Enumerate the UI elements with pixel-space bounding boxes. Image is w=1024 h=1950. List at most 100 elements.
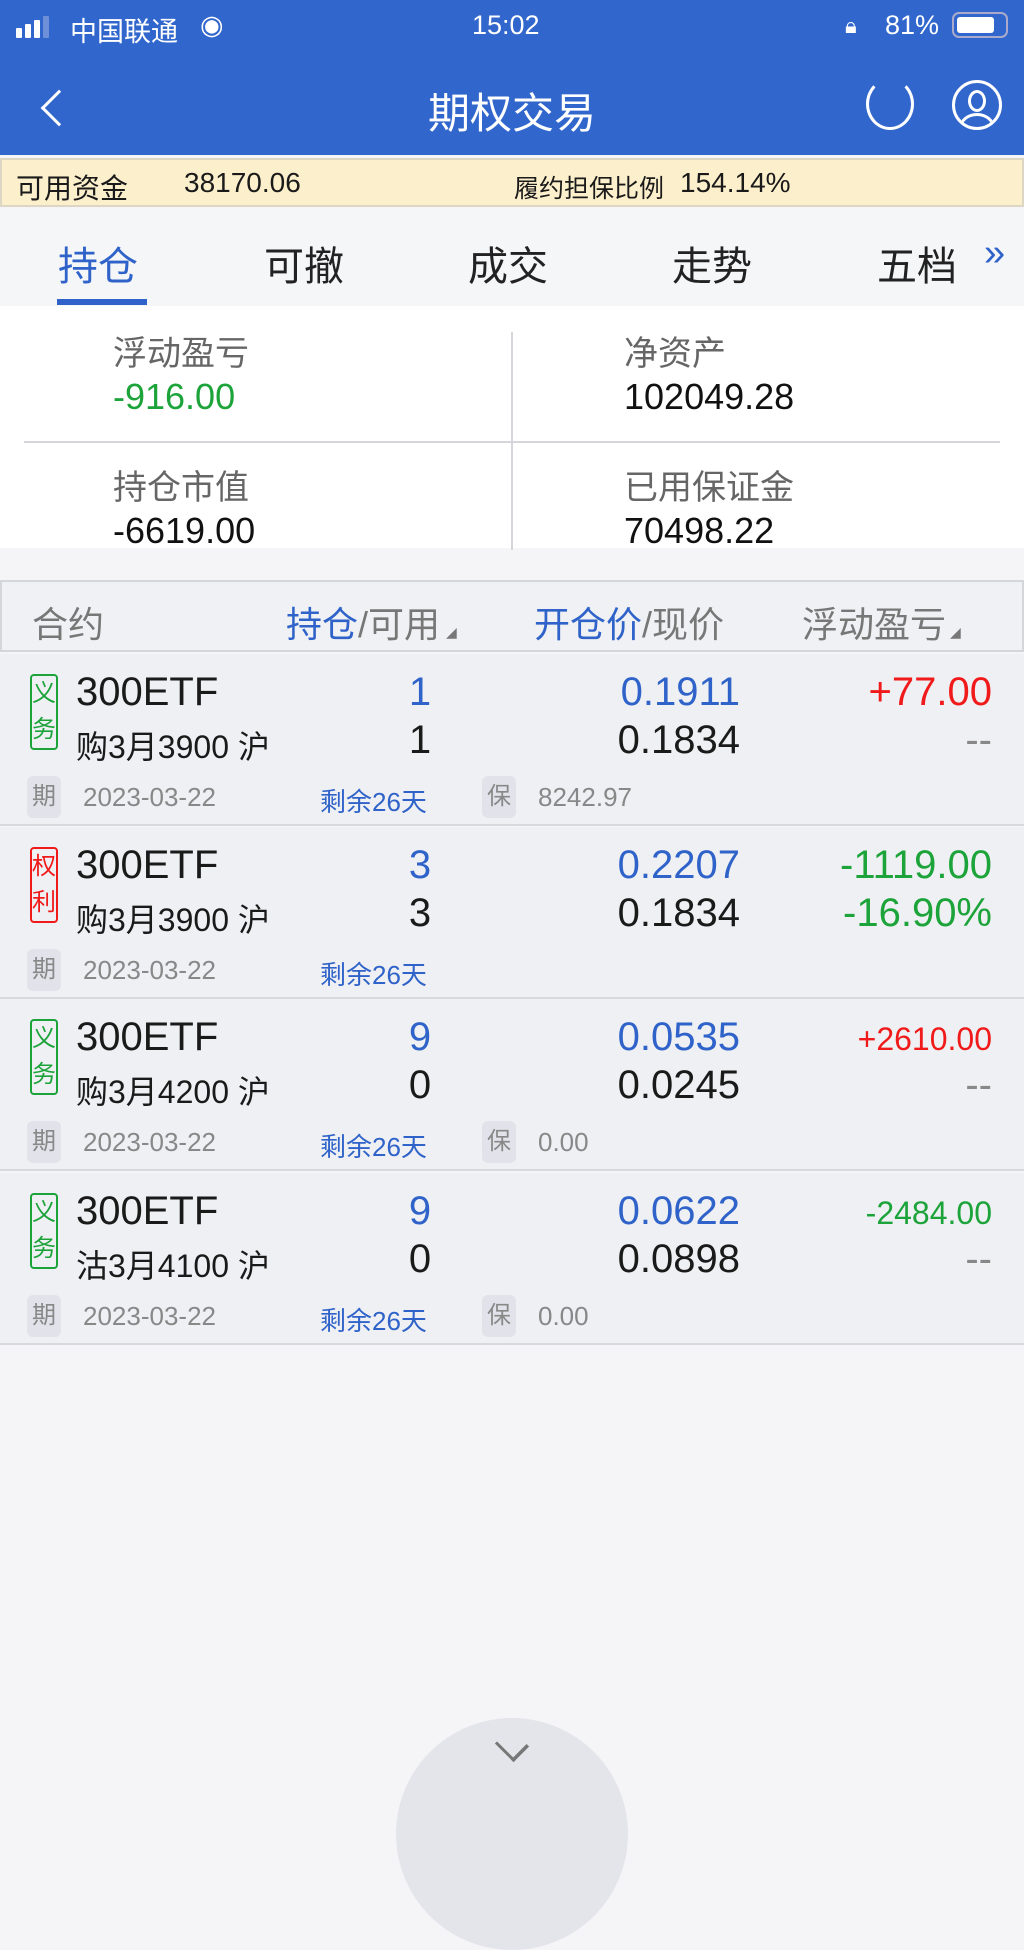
collapse-handle[interactable] bbox=[396, 1718, 628, 1950]
float-pl-secondary: -- bbox=[965, 1237, 992, 1281]
page-title: 期权交易 bbox=[427, 90, 596, 137]
tab-depth[interactable]: 五档 bbox=[877, 245, 957, 289]
table-header: 合约 持仓/可用 ◢ 开仓价/现价 浮动盈亏 ◢ bbox=[0, 580, 1024, 652]
current-price: 0.1834 bbox=[617, 891, 740, 935]
days-remaining: 剩余26天 bbox=[320, 960, 427, 990]
more-tabs-icon[interactable]: » bbox=[984, 232, 1006, 274]
market-value-label: 持仓市值 bbox=[113, 469, 249, 507]
current-price: 0.0245 bbox=[617, 1063, 740, 1107]
expiry-tag: 期 bbox=[27, 1121, 61, 1163]
float-pl-label: 浮动盈亏 bbox=[113, 335, 249, 373]
tab-trades[interactable]: 成交 bbox=[468, 245, 548, 289]
position-qty: 9 bbox=[408, 1189, 432, 1233]
margin-tag: 保 bbox=[482, 776, 516, 818]
wifi-icon: ◉ bbox=[200, 10, 224, 40]
margin-used-value: 70498.22 bbox=[624, 510, 775, 551]
contract-detail: 购3月4200 沪 bbox=[76, 1074, 270, 1110]
funds-bar: 可用资金 38170.06 履约担保比例 154.14% bbox=[0, 158, 1024, 207]
obligation-badge: 义务 bbox=[30, 1193, 58, 1269]
contract-name: 300ETF bbox=[76, 1015, 219, 1059]
contract-detail: 购3月3900 沪 bbox=[76, 902, 270, 938]
current-price: 0.1834 bbox=[617, 718, 740, 762]
position-qty: 9 bbox=[408, 1015, 432, 1059]
expiry-date: 2023-03-22 bbox=[83, 1301, 216, 1331]
col-float-pl: 浮动盈亏 bbox=[802, 604, 947, 645]
table-row[interactable]: 义务 300ETF 沽3月4100 沪 9 0 0.0622 0.0898 -2… bbox=[0, 1173, 1024, 1345]
available-qty: 0 bbox=[408, 1063, 432, 1107]
days-remaining: 剩余26天 bbox=[320, 1306, 427, 1336]
market-value-value: -6619.00 bbox=[113, 510, 256, 551]
expiry-tag: 期 bbox=[27, 776, 61, 818]
open-price: 0.1911 bbox=[620, 670, 740, 714]
battery-icon bbox=[952, 12, 1008, 38]
account-summary: 浮动盈亏 -916.00 净资产 102049.28 持仓市值 -6619.00… bbox=[0, 306, 1024, 551]
current-price: 0.0898 bbox=[617, 1237, 740, 1281]
tab-trend[interactable]: 走势 bbox=[672, 245, 752, 289]
battery-percent: 81% bbox=[885, 10, 940, 40]
col-open-price: 开仓价 bbox=[534, 604, 643, 645]
float-pl-secondary: -- bbox=[965, 718, 992, 762]
contract-name: 300ETF bbox=[76, 670, 219, 714]
tab-positions[interactable]: 持仓 bbox=[58, 245, 138, 289]
margin-tag: 保 bbox=[482, 1121, 516, 1163]
col-position-sort[interactable]: 持仓/可用 ◢ bbox=[286, 596, 457, 648]
tab-bar: 持仓 可撤 成交 走势 五档 » bbox=[0, 208, 1024, 306]
margin-value: 8242.97 bbox=[538, 782, 632, 812]
sort-icon: ◢ bbox=[950, 624, 961, 640]
float-pl-secondary: -16.90% bbox=[843, 891, 992, 935]
available-funds-label: 可用资金 bbox=[16, 173, 129, 204]
float-pl-value: -916.00 bbox=[113, 376, 236, 417]
float-pl-secondary: -- bbox=[965, 1063, 992, 1107]
signal-icon bbox=[16, 16, 56, 38]
net-assets-value: 102049.28 bbox=[624, 376, 795, 417]
tab-cancelable[interactable]: 可撤 bbox=[264, 245, 344, 289]
top-bar: 中国联通 ◉ 15:02 🔒︎ 81% 期权交易 bbox=[0, 0, 1024, 155]
days-remaining: 剩余26天 bbox=[320, 1132, 427, 1162]
available-funds-value: 38170.06 bbox=[184, 167, 301, 198]
carrier: 中国联通 bbox=[70, 17, 178, 47]
margin-value: 0.00 bbox=[538, 1301, 589, 1331]
net-assets-label: 净资产 bbox=[624, 335, 726, 373]
col-price: 开仓价/现价 bbox=[534, 596, 724, 648]
contract-name: 300ETF bbox=[76, 1189, 219, 1233]
expiry-date: 2023-03-22 bbox=[83, 782, 216, 812]
available-qty: 0 bbox=[408, 1237, 432, 1281]
contract-detail: 沽3月4100 沪 bbox=[76, 1248, 270, 1284]
contract-detail: 购3月3900 沪 bbox=[76, 729, 270, 765]
expiry-date: 2023-03-22 bbox=[83, 1127, 216, 1157]
refresh-button[interactable] bbox=[866, 78, 914, 130]
position-qty: 3 bbox=[408, 843, 432, 887]
available-qty: 1 bbox=[408, 718, 432, 762]
ratio-label: 履约担保比例 bbox=[514, 175, 665, 203]
margin-value: 0.00 bbox=[538, 1127, 589, 1157]
table-row[interactable]: 义务 300ETF 购3月4200 沪 9 0 0.0535 0.0245 +2… bbox=[0, 999, 1024, 1171]
rotation-lock-icon: 🔒︎ bbox=[845, 13, 857, 38]
expiry-tag: 期 bbox=[27, 1295, 61, 1337]
float-pl: -1119.00 bbox=[840, 843, 992, 887]
user-icon bbox=[968, 90, 986, 112]
available-qty: 3 bbox=[408, 891, 432, 935]
open-price: 0.0535 bbox=[617, 1015, 740, 1059]
margin-tag: 保 bbox=[482, 1295, 516, 1337]
table-row[interactable]: 权利 300ETF 购3月3900 沪 3 3 0.2207 0.1834 -1… bbox=[0, 827, 1024, 999]
float-pl: +77.00 bbox=[868, 670, 992, 714]
col-position: 持仓 bbox=[286, 604, 359, 645]
expiry-date: 2023-03-22 bbox=[83, 955, 216, 985]
col-float-pl-sort[interactable]: 浮动盈亏 ◢ bbox=[802, 596, 961, 648]
open-price: 0.2207 bbox=[617, 843, 740, 887]
status-time: 15:02 bbox=[472, 10, 540, 40]
chevron-down-icon bbox=[494, 1727, 530, 1763]
divider bbox=[511, 332, 513, 550]
col-contract: 合约 bbox=[32, 604, 105, 645]
sort-icon: ◢ bbox=[446, 624, 457, 640]
float-pl: +2610.00 bbox=[857, 1021, 992, 1057]
table-row[interactable]: 义务 300ETF 购3月3900 沪 1 1 0.1911 0.1834 +7… bbox=[0, 654, 1024, 826]
margin-used-label: 已用保证金 bbox=[624, 469, 794, 507]
right-badge: 权利 bbox=[30, 847, 58, 923]
col-current-price: /现价 bbox=[642, 604, 725, 645]
ratio-value: 154.14% bbox=[680, 167, 791, 198]
obligation-badge: 义务 bbox=[30, 1019, 58, 1095]
user-button[interactable] bbox=[952, 80, 1002, 130]
active-tab-indicator bbox=[57, 299, 147, 305]
col-available: /可用 bbox=[358, 604, 441, 645]
